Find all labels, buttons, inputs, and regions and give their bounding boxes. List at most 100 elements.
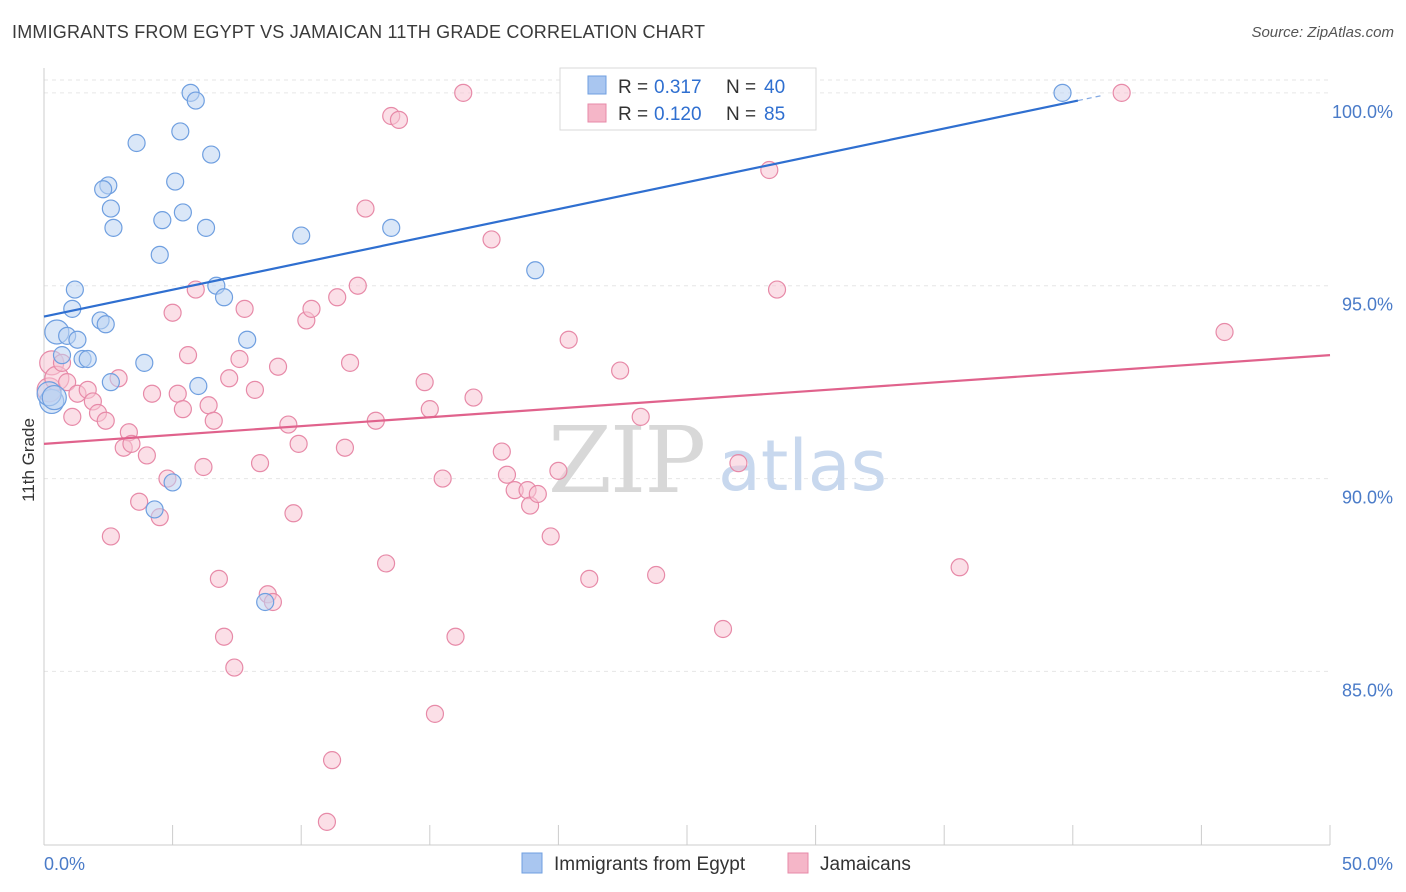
jamaicans-point-11 (101, 527, 120, 546)
egypt-point-24 (173, 203, 192, 222)
egypt-point-13 (94, 180, 113, 199)
jamaicans-point-30 (214, 627, 234, 646)
jamaicans-point-77 (713, 619, 733, 639)
egypt-point-32 (238, 330, 257, 349)
jamaicans-point-74 (611, 361, 630, 380)
egypt-point-35 (382, 218, 401, 237)
jamaicans-point-76 (647, 565, 666, 585)
x-tick-label-max: 50.0% (1342, 854, 1393, 874)
jamaicans-point-61 (454, 83, 473, 102)
jamaicans-point-18 (142, 384, 162, 403)
egypt-point-19 (150, 245, 169, 264)
y-tick-label-1: 95.0% (1342, 295, 1393, 315)
x-tick-labels: 0.0% 50.0% (44, 854, 1393, 874)
egypt-point-31 (214, 288, 234, 307)
source-credit: Source: ZipAtlas.com (1251, 24, 1394, 41)
jamaicans-point-62 (464, 388, 483, 407)
series-legend: Immigrants from Egypt Jamaicans (521, 852, 911, 875)
jamaicans-point-31 (220, 369, 239, 388)
jamaicans-point-84 (1215, 322, 1234, 342)
legend-egypt-swatch (521, 852, 543, 874)
jamaicans-point-5 (63, 407, 82, 426)
jamaicans-point-41 (284, 504, 303, 523)
jamaicans-point-29 (209, 569, 228, 588)
egypt-point-34 (292, 226, 311, 245)
jamaicans-point-72 (559, 330, 578, 349)
jamaicans-point-44 (302, 299, 321, 318)
egypt-point-16 (127, 133, 146, 153)
jamaicans-trend-line (43, 354, 1331, 445)
chart-title: IMMIGRANTS FROM EGYPT VS JAMAICAN 11TH G… (12, 22, 706, 42)
jamaicans-point-10 (96, 411, 115, 430)
watermark-zip: ZIP (548, 407, 704, 514)
egypt-point-28 (196, 218, 216, 237)
egypt-point-37 (1053, 83, 1072, 102)
legend-egypt-label: Immigrants from Egypt (554, 854, 746, 875)
jamaicans-r-label: R = (618, 104, 648, 125)
egypt-point-11 (101, 373, 120, 392)
y-tick-label-2: 90.0% (1342, 488, 1393, 508)
egypt-n-value: 40 (764, 77, 785, 98)
jamaicans-point-36 (250, 454, 270, 473)
jamaicans-point-15 (122, 434, 141, 453)
jamaicans-point-27 (199, 396, 218, 415)
egypt-point-21 (163, 473, 182, 492)
y-tick-label-0: 100.0% (1332, 102, 1393, 122)
jamaicans-point-51 (356, 199, 375, 218)
stats-legend: R = 0.317 N = 40 R = 0.120 N = 85 (559, 67, 817, 131)
jamaicans-point-46 (322, 751, 342, 770)
egypt-point-33 (256, 592, 275, 612)
egypt-point-6 (68, 330, 87, 349)
jamaicans-swatch (587, 103, 607, 123)
jamaicans-point-83 (950, 558, 969, 577)
jamaicans-point-75 (631, 407, 650, 426)
y-tick-labels: 100.0% 95.0% 90.0% 85.0% (1332, 102, 1393, 701)
trend-lines (43, 94, 1331, 445)
jamaicans-point-23 (173, 400, 192, 419)
series-egypt (36, 83, 1072, 612)
jamaicans-point-82 (1112, 83, 1131, 102)
jamaicans-point-65 (497, 465, 517, 484)
egypt-point-29 (202, 145, 221, 164)
jamaicans-point-59 (433, 469, 452, 488)
jamaicans-r-value: 0.120 (654, 104, 702, 125)
jamaicans-point-69 (528, 484, 547, 504)
x-tick-label-min: 0.0% (44, 854, 85, 874)
egypt-point-15 (101, 199, 120, 218)
egypt-r-label: R = (618, 77, 648, 98)
egypt-n-label: N = (726, 77, 756, 98)
jamaicans-point-73 (580, 569, 599, 588)
jamaicans-point-47 (328, 288, 347, 307)
y-axis-title: 11th Grade (19, 418, 38, 502)
jamaicans-point-64 (492, 442, 511, 461)
jamaicans-point-34 (235, 299, 254, 318)
jamaicans-point-70 (541, 527, 560, 546)
jamaicans-point-50 (348, 276, 367, 295)
jamaicans-point-57 (420, 400, 439, 419)
egypt-swatch (587, 75, 607, 95)
egypt-point-14 (104, 218, 123, 237)
jamaicans-point-35 (245, 380, 265, 399)
legend-jamaicans-swatch (787, 852, 809, 874)
jamaicans-point-39 (268, 357, 288, 376)
jamaicans-point-28 (204, 411, 223, 430)
axes (43, 68, 1331, 846)
egypt-trend-extension (1077, 94, 1104, 102)
jamaicans-point-4 (58, 373, 77, 392)
egypt-point-22 (166, 172, 185, 191)
jamaicans-point-32 (225, 658, 244, 677)
egypt-point-10 (96, 315, 115, 334)
egypt-point-39 (41, 384, 67, 411)
jamaicans-point-21 (163, 303, 182, 322)
jamaicans-point-42 (289, 434, 308, 453)
jamaicans-point-63 (482, 230, 501, 249)
egypt-point-18 (145, 500, 164, 519)
jamaicans-point-26 (194, 457, 213, 477)
y-tick-label-3: 85.0% (1342, 680, 1393, 700)
jamaicans-point-58 (425, 704, 445, 723)
egypt-point-23 (171, 122, 190, 141)
egypt-point-26 (186, 91, 205, 110)
jamaicans-point-49 (340, 353, 360, 372)
series-jamaicans (36, 83, 1234, 831)
